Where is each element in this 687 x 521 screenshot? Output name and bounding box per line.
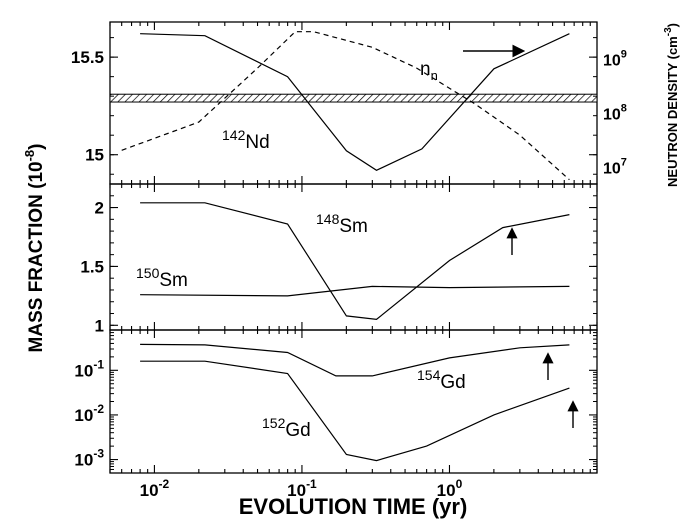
series-line-150sm xyxy=(140,285,570,297)
y-right-axis-label: NEUTRON DENSITY (cm-3) xyxy=(663,23,680,187)
label-152gd: 152Gd xyxy=(262,415,311,441)
y-tick-label: 2 xyxy=(95,199,104,218)
panel-middle-frame xyxy=(109,183,598,331)
y-tick-label: 10-2 xyxy=(74,402,104,425)
series-line-142nd xyxy=(140,33,570,171)
label-148sm: 148Sm xyxy=(316,211,368,237)
y-right-tick-label: 108 xyxy=(603,103,627,124)
panel-top-frame xyxy=(109,21,598,185)
series-line-nn xyxy=(121,31,570,181)
label-150sm: 150Sm xyxy=(136,265,188,291)
y-tick-label: 15.5 xyxy=(71,48,104,67)
y-tick-label: 10-3 xyxy=(74,447,104,470)
panel-bottom-frame xyxy=(109,329,598,474)
y-right-tick-label: 107 xyxy=(603,157,627,178)
solar-abundance-band xyxy=(109,93,598,103)
y-axis-label: MASS FRACTION (10-8) xyxy=(22,144,47,353)
x-axis-label: EVOLUTION TIME (yr) xyxy=(239,494,468,519)
label-nn: nn xyxy=(420,59,438,83)
series-line-152gd xyxy=(140,360,570,462)
label-142nd: 142Nd xyxy=(222,127,270,153)
x-tick-label: 10-2 xyxy=(140,477,170,500)
y-tick-label: 15 xyxy=(85,146,104,165)
x-tick-label: 10-1 xyxy=(287,477,317,500)
y-tick-label: 1.5 xyxy=(80,257,104,276)
y-tick-label: 1 xyxy=(95,316,104,335)
y-tick-label: 10-1 xyxy=(74,357,104,380)
y-right-tick-label: 109 xyxy=(603,49,627,70)
x-tick-label: 100 xyxy=(437,477,463,500)
label-154gd: 154Gd xyxy=(417,367,466,393)
series-line-148sm xyxy=(140,202,570,321)
series-line-154gd xyxy=(140,343,570,377)
